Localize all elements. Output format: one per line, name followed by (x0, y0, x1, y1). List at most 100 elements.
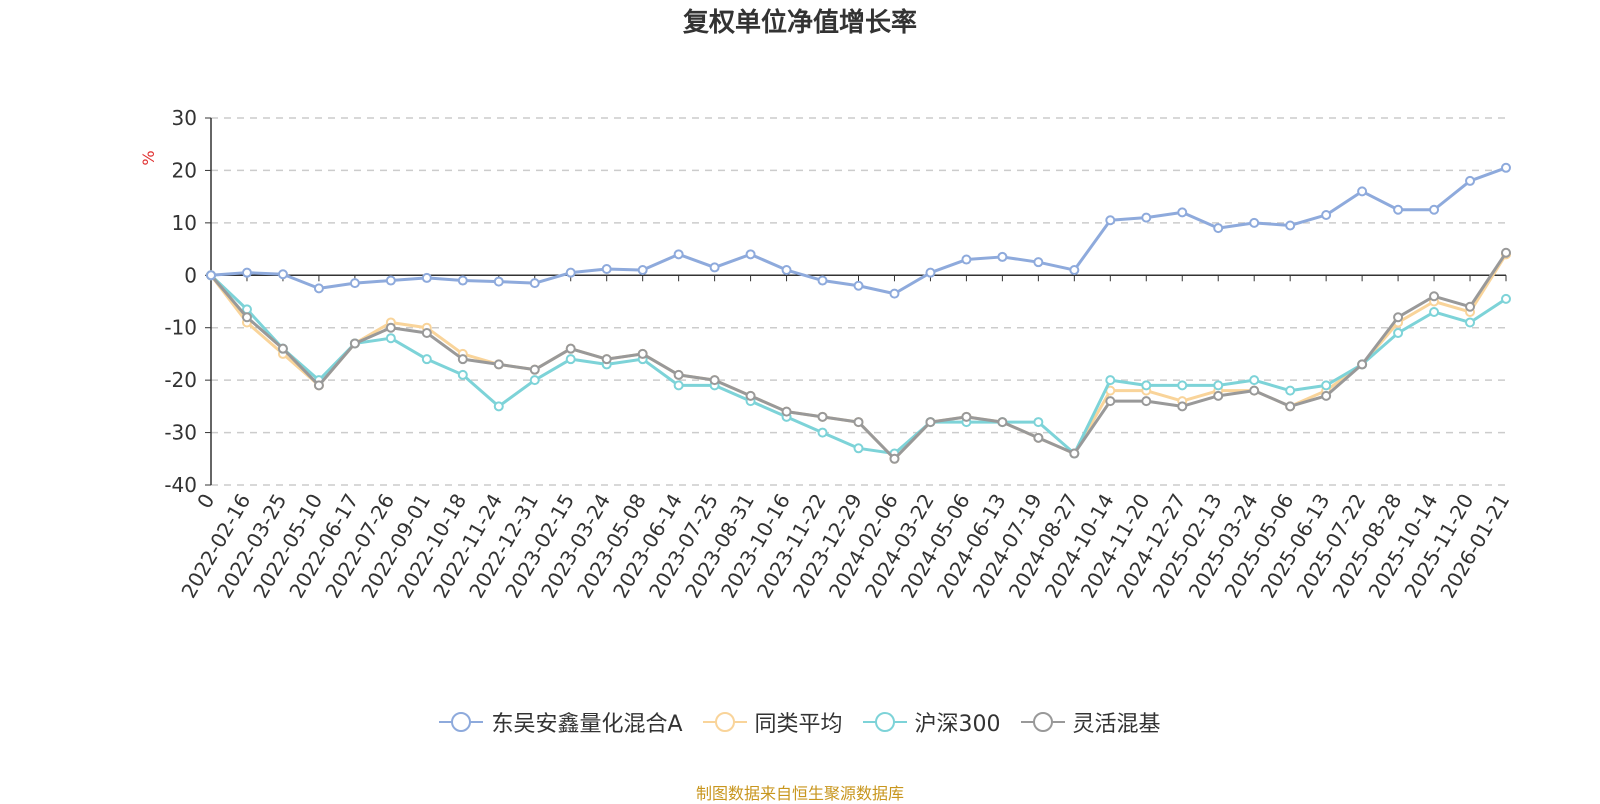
series-point (997, 417, 1008, 428)
series-point (673, 369, 684, 380)
legend-marker-icon (439, 712, 484, 732)
series-point (565, 267, 576, 278)
series-point (1105, 215, 1116, 226)
series-point (1033, 257, 1044, 268)
series-point (637, 348, 648, 359)
series-point (493, 276, 504, 287)
legend: 东吴安鑫量化混合A 同类平均 沪深300 灵活混基 (0, 706, 1600, 738)
series-point (1357, 359, 1368, 370)
series-point (1033, 432, 1044, 443)
series-point (529, 364, 540, 375)
series-point (1429, 291, 1440, 302)
series-point (709, 375, 720, 386)
series-point (529, 375, 540, 386)
series-point (817, 275, 828, 286)
series-point (349, 278, 360, 289)
series-point (1285, 385, 1296, 396)
series-point (457, 354, 468, 365)
source-note: 制图数据来自恒生聚源数据库 (695, 784, 904, 803)
series-point (385, 322, 396, 333)
series-point (997, 251, 1008, 262)
series-point (1321, 380, 1332, 391)
series-point (889, 288, 900, 299)
series-point (1357, 186, 1368, 197)
series-point (349, 338, 360, 349)
legend-marker-icon (702, 712, 747, 732)
series-point (601, 354, 612, 365)
series-point (1393, 204, 1404, 215)
series-point (241, 312, 252, 323)
legend-marker-icon (862, 712, 907, 732)
series-point (457, 275, 468, 286)
y-tick-label: -10 (164, 316, 197, 340)
series-point (1213, 390, 1224, 401)
series-point (1177, 401, 1188, 412)
series-point (601, 263, 612, 274)
series-point (1249, 375, 1260, 386)
series-point (781, 265, 792, 276)
legend-marker-icon (1020, 712, 1065, 732)
series-point (781, 406, 792, 417)
series-point (385, 275, 396, 286)
series-point (1069, 448, 1080, 459)
series-point (421, 327, 432, 338)
series-point (565, 343, 576, 354)
series-point (853, 280, 864, 291)
series-point (673, 380, 684, 391)
y-tick-label: 20 (172, 158, 197, 182)
series-point (385, 333, 396, 344)
series-point (1177, 380, 1188, 391)
series-point (1393, 327, 1404, 338)
series-point (1501, 293, 1511, 304)
series-point (637, 265, 648, 276)
series-point (925, 267, 936, 278)
series-point (421, 272, 432, 283)
series-point (421, 354, 432, 365)
series-point (1033, 417, 1044, 428)
series-point (925, 417, 936, 428)
y-tick-label: -40 (164, 473, 197, 497)
series-point (745, 390, 756, 401)
series-point (1177, 207, 1188, 218)
legend-label: 同类平均 (754, 712, 843, 737)
series-point (1285, 401, 1296, 412)
y-tick-label: 0 (184, 263, 197, 287)
series-point (1213, 380, 1224, 391)
series-point (1249, 385, 1260, 396)
series-point (853, 417, 864, 428)
series-point (1393, 312, 1404, 323)
series-point (889, 453, 900, 464)
y-tick-label: -20 (164, 368, 197, 392)
series-point (529, 278, 540, 289)
series-point (745, 249, 756, 260)
series-point (313, 380, 324, 391)
series-point (1141, 380, 1152, 391)
series-point (277, 343, 288, 354)
series-point (1141, 212, 1152, 223)
legend-item-csi300[interactable]: 沪深300 (862, 706, 1001, 738)
series-point (277, 269, 288, 280)
y-tick-label: -30 (164, 421, 197, 445)
series-point (1213, 223, 1224, 234)
series-point (1141, 396, 1152, 407)
chart-title: 复权单位净值增长率 (682, 8, 917, 38)
series-point (1429, 204, 1440, 215)
series-point (1465, 301, 1476, 312)
series-point (1105, 375, 1116, 386)
series-point (1501, 247, 1511, 258)
series-point (241, 267, 252, 278)
series-point (1069, 265, 1080, 276)
series-point (1429, 306, 1440, 317)
legend-item-peer-average[interactable]: 同类平均 (702, 706, 843, 738)
series-point (1465, 175, 1476, 186)
legend-item-flexible-mixed[interactable]: 灵活混基 (1020, 706, 1161, 738)
series-point (673, 249, 684, 260)
series-point (961, 254, 972, 265)
legend-label: 东吴安鑫量化混合A (491, 712, 683, 737)
legend-label: 灵活混基 (1072, 712, 1161, 737)
legend-label: 沪深300 (914, 712, 1001, 737)
legend-item-fund[interactable]: 东吴安鑫量化混合A (439, 706, 683, 738)
y-tick-label: 10 (172, 211, 197, 235)
series-point (1285, 220, 1296, 231)
